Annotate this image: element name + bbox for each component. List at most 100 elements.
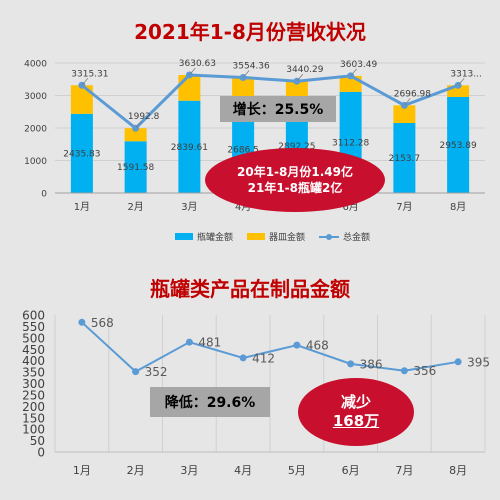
wip-value-label: 568 <box>91 316 114 330</box>
x-tick-label: 2月 <box>127 464 145 477</box>
wip-value-label: 395 <box>467 355 490 369</box>
wip-value-label: 352 <box>145 365 168 379</box>
reduce-line-1: 减少 <box>340 393 371 411</box>
total-leader <box>81 77 89 86</box>
y-tick-label: 150 <box>22 411 45 425</box>
y-tick-label: 600 <box>22 309 45 323</box>
y-tick-label: 350 <box>22 366 45 380</box>
bar-value-label: 2435.83 <box>63 149 100 159</box>
legend-swatch-bottle <box>175 233 193 240</box>
bar-bottle <box>393 123 416 193</box>
bar-bottle <box>178 100 201 193</box>
y-tick-label: 400 <box>22 354 45 368</box>
x-tick-label: 7月 <box>396 201 412 213</box>
wip-value-label: 386 <box>360 357 383 371</box>
x-tick-label: 2月 <box>127 201 143 213</box>
x-tick-label: 1月 <box>74 201 90 213</box>
y-tick-label: 3000 <box>24 92 47 102</box>
x-tick-label: 8月 <box>449 464 467 477</box>
total-label: 3313... <box>450 69 482 79</box>
total-label: 1992.8 <box>128 112 160 122</box>
wip-point <box>454 358 462 366</box>
legend-swatch-ware <box>247 233 266 240</box>
y-tick-label: 250 <box>22 388 45 402</box>
wip-point <box>239 354 247 362</box>
chart1-legend: 瓶罐金额 器皿金额 总金额 <box>175 230 370 243</box>
x-tick-label: 1月 <box>73 464 91 477</box>
x-tick-label: 7月 <box>395 464 413 477</box>
compare-annotation: 20年1-8月份1.49亿 21年1-8瓶罐2亿 <box>205 148 385 212</box>
x-tick-label: 5月 <box>288 464 306 477</box>
x-tick-label: 6月 <box>342 464 360 477</box>
decrease-text: 降低：29.6% <box>164 395 256 411</box>
compare-line-2: 21年1-8瓶罐2亿 <box>247 181 343 195</box>
chart1-title: 2021年1-8月份营收状况 <box>134 20 366 44</box>
total-leader <box>296 73 304 82</box>
bar-value-label: 2839.61 <box>171 143 208 153</box>
x-tick-label: 4月 <box>234 464 252 477</box>
wip-point <box>293 341 301 349</box>
wip-point <box>185 338 193 346</box>
y-tick-label: 500 <box>22 331 45 345</box>
y-tick-label: 0 <box>37 446 45 460</box>
legend-label-bottle: 瓶罐金额 <box>197 233 234 243</box>
y-tick-label: 450 <box>22 343 45 357</box>
bar-value-label: 2953.89 <box>440 141 477 151</box>
y-tick-label: 300 <box>22 377 45 391</box>
total-label: 3315.31 <box>71 69 108 79</box>
total-label: 3630.63 <box>179 59 216 69</box>
y-tick-label: 100 <box>22 423 45 437</box>
bar-ware <box>393 105 416 124</box>
y-tick-label: 550 <box>22 320 45 334</box>
total-label: 3440.29 <box>286 65 323 75</box>
bar-value-label: 2153.7 <box>389 154 421 164</box>
total-leader <box>457 78 465 86</box>
total-label: 2696.98 <box>394 89 431 99</box>
wip-value-label: 356 <box>413 364 436 378</box>
compare-line-1: 20年1-8月份1.49亿 <box>237 165 353 179</box>
y-tick-label: 4000 <box>24 60 47 70</box>
growth-annotation: 增长：25.5% <box>220 96 336 122</box>
y-tick-label: 0 <box>41 190 47 200</box>
wip-line <box>81 321 459 373</box>
bar-value-label: 2686.5 <box>227 145 259 155</box>
reduce-line-2: 168万 <box>332 412 380 430</box>
bar-value-label: 2892.25 <box>278 142 315 152</box>
bar-ware <box>70 85 93 114</box>
y-tick-label: 50 <box>30 434 45 448</box>
wip-point <box>132 368 140 376</box>
wip-point <box>400 367 408 375</box>
legend-swatch-total <box>319 233 340 241</box>
chart2-title: 瓶罐类产品在制品金额 <box>150 277 350 301</box>
total-leader <box>404 98 411 106</box>
decrease-annotation: 降低：29.6% <box>150 387 270 417</box>
bar-value-label: 1591.58 <box>117 163 154 173</box>
wip-value-label: 481 <box>198 336 221 350</box>
y-tick-label: 200 <box>22 400 45 414</box>
legend-label-ware: 器皿金额 <box>269 233 306 243</box>
x-tick-label: 3月 <box>181 201 197 213</box>
legend-label-total: 总金额 <box>343 233 371 243</box>
total-leader <box>242 70 250 78</box>
total-leader <box>189 67 196 76</box>
wip-value-label: 468 <box>306 339 329 353</box>
wip-point <box>347 360 355 368</box>
total-label: 3554.36 <box>233 61 270 71</box>
bar-ware <box>124 128 147 142</box>
reduce-annotation: 减少 168万 <box>298 378 414 446</box>
y-tick-label: 1000 <box>24 157 47 167</box>
wip-value-label: 412 <box>252 351 275 365</box>
bar-ware <box>285 81 308 100</box>
total-leader <box>135 120 142 129</box>
growth-text: 增长：25.5% <box>232 102 324 118</box>
bar-ware <box>178 75 201 101</box>
revenue-chart: 010002000300040001月2月3月4月5月6月7月8月3315.31… <box>24 59 485 213</box>
wip-point <box>78 318 86 326</box>
y-tick-label: 2000 <box>24 125 47 135</box>
x-tick-label: 3月 <box>180 464 198 477</box>
total-label: 3603.49 <box>340 60 377 70</box>
bar-value-label: 3112.28 <box>332 138 369 148</box>
x-tick-label: 8月 <box>450 201 466 213</box>
bar-bottle <box>70 113 93 193</box>
